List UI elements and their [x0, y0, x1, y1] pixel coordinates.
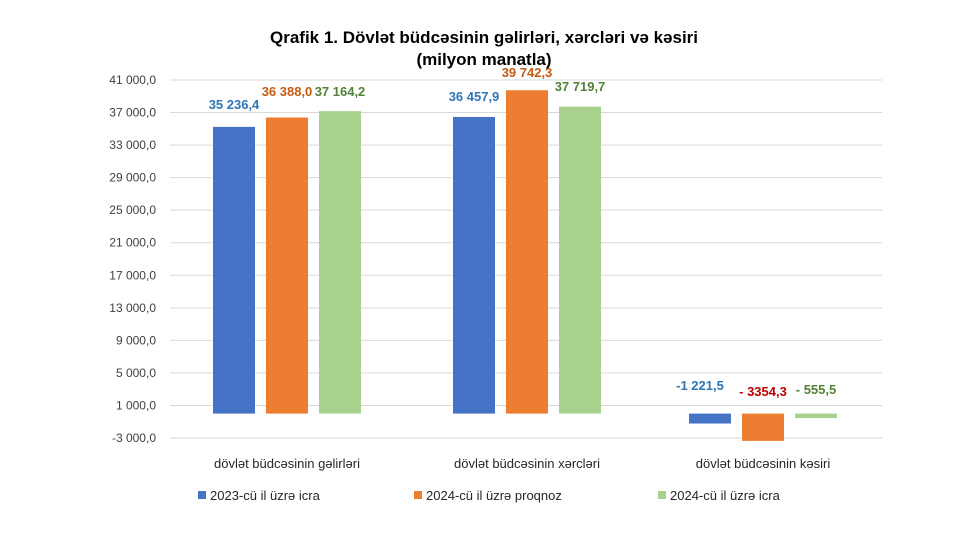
bar	[319, 111, 361, 414]
y-tick-label: 21 000,0	[109, 236, 156, 250]
y-tick-label: 25 000,0	[109, 203, 156, 217]
data-label: - 3354,3	[739, 384, 787, 399]
data-label: 36 457,9	[449, 89, 500, 104]
y-tick-label: 41 000,0	[109, 73, 156, 87]
bar	[795, 413, 837, 419]
y-tick-label: 13 000,0	[109, 301, 156, 315]
bar	[689, 413, 731, 424]
bar	[213, 126, 255, 414]
data-label: 35 236,4	[209, 97, 260, 112]
data-label: 37 164,2	[315, 84, 366, 99]
bar	[559, 106, 601, 414]
category-label: dövlət büdcəsinin gəlirləri	[214, 456, 360, 471]
y-tick-label: 1 000,0	[116, 398, 156, 412]
data-label: 39 742,3	[502, 65, 553, 80]
chart-subtitle: (milyon manatla)	[416, 50, 551, 69]
bar	[453, 116, 495, 414]
y-tick-label: 5 000,0	[116, 366, 156, 380]
y-tick-label: 17 000,0	[109, 268, 156, 282]
y-tick-label: 9 000,0	[116, 333, 156, 347]
bar	[506, 90, 548, 414]
legend-swatch	[198, 491, 206, 499]
legend-label: 2023-cü il üzrə icra	[210, 488, 321, 503]
y-tick-label: 37 000,0	[109, 106, 156, 120]
data-label: 36 388,0	[262, 84, 313, 99]
legend-swatch	[414, 491, 422, 499]
data-label: - 555,5	[796, 382, 836, 397]
chart-title: Qrafik 1. Dövlət büdcəsinin gəlirləri, x…	[270, 28, 698, 47]
data-label: -1 221,5	[676, 378, 724, 393]
y-tick-label: 29 000,0	[109, 171, 156, 185]
data-label: 37 719,7	[555, 79, 606, 94]
legend-swatch	[658, 491, 666, 499]
bar	[742, 413, 784, 441]
category-label: dövlət büdcəsinin xərcləri	[454, 456, 600, 471]
y-tick-label: -3 000,0	[112, 431, 156, 445]
legend-label: 2024-cü il üzrə icra	[670, 488, 781, 503]
category-label: dövlət büdcəsinin kəsiri	[696, 456, 831, 471]
bar	[266, 117, 308, 414]
y-tick-label: 33 000,0	[109, 138, 156, 152]
legend-label: 2024-cü il üzrə proqnoz	[426, 488, 562, 503]
